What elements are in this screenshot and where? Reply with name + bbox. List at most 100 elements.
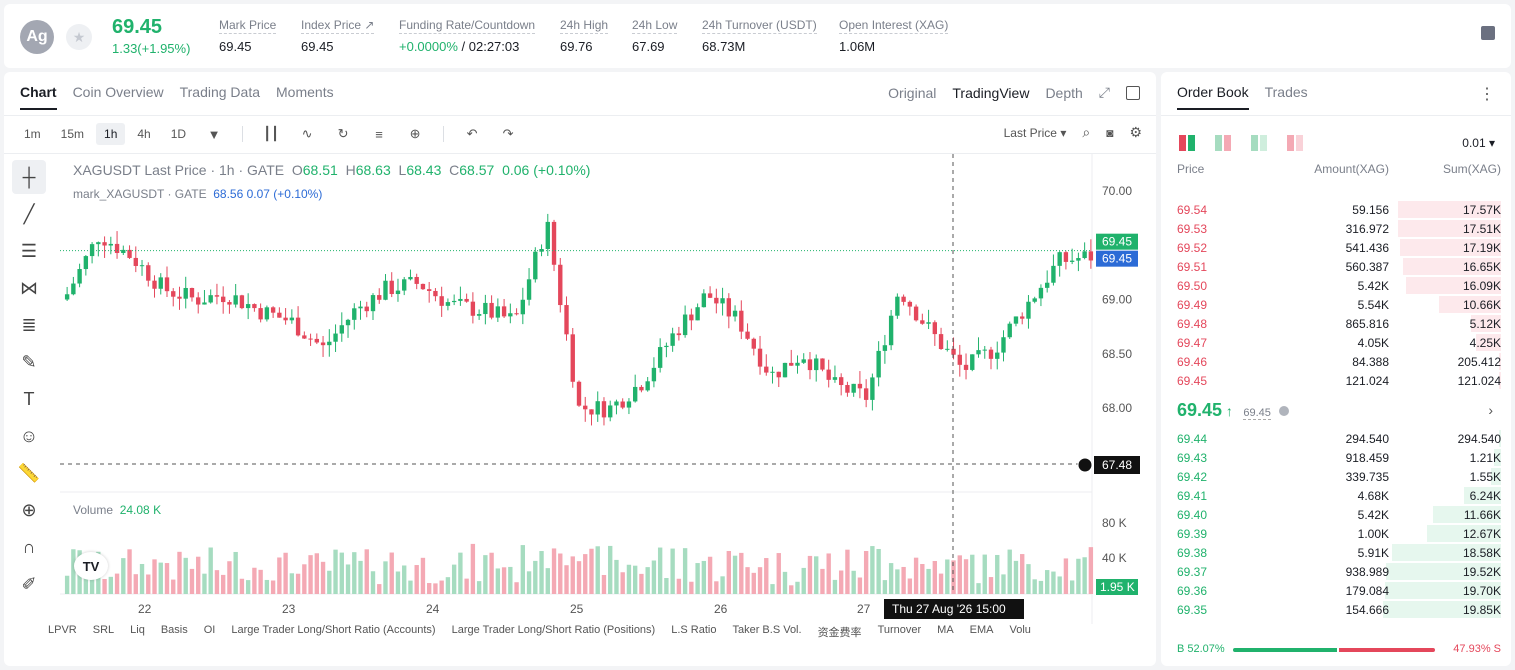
tf-15m[interactable]: 15m xyxy=(60,127,85,141)
ask-row[interactable]: 69.54 59.156 17.57K xyxy=(1177,201,1501,218)
gear-icon[interactable]: ⚙ xyxy=(1129,124,1142,140)
mode-bids-icon[interactable] xyxy=(1251,135,1267,151)
ask-row[interactable]: 69.49 5.54K 10.66K xyxy=(1177,296,1501,313)
candle-body xyxy=(570,334,575,382)
zoom-icon[interactable]: ⊕ xyxy=(21,499,37,520)
indicator-3[interactable]: Basis xyxy=(160,624,188,636)
indicator-5[interactable]: Large Trader Long/Short Ratio (Accounts) xyxy=(231,624,436,636)
tf-1m[interactable]: 1m xyxy=(24,127,41,141)
redo-icon[interactable]: ↷ xyxy=(502,126,514,141)
indicator-9[interactable]: 资金费率 xyxy=(817,627,862,639)
indicator-8[interactable]: Taker B.S Vol. xyxy=(732,624,802,636)
camera-icon[interactable]: ◙ xyxy=(1106,125,1114,140)
tab-order-book[interactable]: Order Book xyxy=(1177,84,1249,110)
stat-index-price[interactable]: Index Price ↗ 69.45 xyxy=(301,18,375,54)
indicator-4[interactable]: OI xyxy=(203,624,216,636)
candle-body xyxy=(420,283,426,290)
candle-body xyxy=(863,388,869,400)
indicator-7[interactable]: L.S Ratio xyxy=(671,624,717,636)
chevron-right-icon[interactable]: › xyxy=(1488,402,1493,418)
bid-row[interactable]: 69.40 5.42K 11.66K xyxy=(1177,506,1501,523)
indicator-13[interactable]: Volu xyxy=(1009,624,1031,636)
replay-icon[interactable]: ↻ xyxy=(337,126,349,141)
stat-mark-price[interactable]: Mark Price 69.45 xyxy=(219,18,277,54)
pattern-icon[interactable]: ⋈ xyxy=(20,277,38,298)
view-depth[interactable]: Depth xyxy=(1045,84,1083,101)
favorite-star-icon[interactable]: ★ xyxy=(66,24,92,50)
undo-icon[interactable]: ↶ xyxy=(466,126,478,141)
magnet-icon[interactable]: ∩ xyxy=(22,536,36,557)
indicator-2[interactable]: Liq xyxy=(130,624,145,636)
stat-funding-rate[interactable]: Funding Rate/Countdown +0.0000% / 02:27:… xyxy=(399,18,536,54)
volume-bar xyxy=(982,554,987,594)
ask-row[interactable]: 69.52 541.436 17.19K xyxy=(1177,239,1501,256)
price-source-select[interactable]: Last Price ▾ xyxy=(1003,125,1067,140)
candle-type-icon[interactable]: ┃┃ xyxy=(263,126,279,141)
tab-trades[interactable]: Trades xyxy=(1264,84,1308,100)
ask-row[interactable]: 69.47 4.05K 4.25K xyxy=(1177,334,1501,351)
tab-moments[interactable]: Moments xyxy=(276,84,334,100)
tab-chart[interactable]: Chart xyxy=(20,84,57,110)
chevron-down-icon[interactable]: ▼ xyxy=(207,126,221,142)
ask-row[interactable]: 69.50 5.42K 16.09K xyxy=(1177,277,1501,294)
ask-row[interactable]: 69.46 84.388 205.412 xyxy=(1177,353,1501,370)
precision-select[interactable]: 0.01 ▾ xyxy=(1462,136,1495,150)
indicator-1[interactable]: SRL xyxy=(92,624,115,636)
emoji-icon[interactable]: ☺ xyxy=(19,425,39,446)
mode-asks-icon[interactable] xyxy=(1287,135,1303,151)
ask-row[interactable]: 69.53 316.972 17.51K xyxy=(1177,220,1501,237)
window-icon[interactable] xyxy=(1126,85,1140,100)
ruler-icon[interactable]: 📏 xyxy=(17,462,41,483)
bid-row[interactable]: 69.43 918.459 1.21K xyxy=(1177,449,1501,466)
tab-coin-overview[interactable]: Coin Overview xyxy=(72,84,164,100)
bid-row[interactable]: 69.35 154.666 19.85K xyxy=(1177,601,1501,618)
bid-row[interactable]: 69.41 4.68K 6.24K xyxy=(1177,487,1501,504)
alert-add-icon[interactable]: ⊕ xyxy=(409,126,421,141)
candle-body xyxy=(245,304,251,309)
ask-row[interactable]: 69.48 865.816 5.12K xyxy=(1177,315,1501,332)
template-icon[interactable]: ≡ xyxy=(375,126,383,142)
indicators-icon[interactable]: ∿ xyxy=(301,126,313,141)
bid-row[interactable]: 69.37 938.989 19.52K xyxy=(1177,563,1501,580)
tf-4h[interactable]: 4h xyxy=(137,127,151,141)
text-icon[interactable]: T xyxy=(23,388,35,409)
indicator-11[interactable]: MA xyxy=(937,624,954,636)
bid-row[interactable]: 69.38 5.91K 18.58K xyxy=(1177,544,1501,561)
brush-icon[interactable]: ✎ xyxy=(21,351,37,372)
tf-1d[interactable]: 1D xyxy=(170,127,187,141)
crosshair-icon[interactable]: ┼ xyxy=(12,160,46,194)
ask-row[interactable]: 69.51 560.387 16.65K xyxy=(1177,258,1501,275)
more-icon[interactable]: ⋮ xyxy=(1479,86,1495,103)
mode-both-icon[interactable] xyxy=(1179,135,1195,151)
bid-row[interactable]: 69.42 339.735 1.55K xyxy=(1177,468,1501,485)
view-tradingview[interactable]: TradingView xyxy=(952,84,1030,101)
bid-row[interactable]: 69.39 1.00K 12.67K xyxy=(1177,525,1501,542)
candle-body xyxy=(164,277,170,292)
indicator-10[interactable]: Turnover xyxy=(877,624,922,636)
expand-icon[interactable]: ⤢ xyxy=(1098,84,1110,100)
volume-bar xyxy=(726,551,732,594)
trendline-icon[interactable]: ╱ xyxy=(23,203,35,224)
tf-1h[interactable]: 1h xyxy=(96,123,126,145)
fib-icon[interactable]: ≣ xyxy=(21,314,37,335)
bid-row[interactable]: 69.36 179.084 19.70K xyxy=(1177,582,1501,599)
volume-bar xyxy=(639,573,644,594)
mode-both-alt-icon[interactable] xyxy=(1215,135,1231,151)
volume-bar xyxy=(64,575,70,594)
indicator-6[interactable]: Large Trader Long/Short Ratio (Positions… xyxy=(451,624,656,636)
tab-trading-data[interactable]: Trading Data xyxy=(179,84,261,100)
horizontal-lines-icon[interactable]: ☰ xyxy=(20,240,38,261)
search-icon[interactable]: ⌕ xyxy=(1082,124,1091,140)
volume-bar xyxy=(739,552,744,594)
indicator-bar: LPVR SRL Liq Basis OI Large Trader Long/Short… xyxy=(48,624,1031,640)
ask-row[interactable]: 69.45 121.024 121.024 xyxy=(1177,372,1501,389)
indicator-12[interactable]: EMA xyxy=(969,624,994,636)
indicator-0[interactable]: LPVR xyxy=(48,624,77,636)
view-original[interactable]: Original xyxy=(888,84,937,101)
bid-row[interactable]: 69.44 294.540 294.540 xyxy=(1177,430,1501,447)
book-icon[interactable] xyxy=(1481,26,1495,40)
pencil-icon[interactable]: ✐ xyxy=(21,573,37,594)
volume-bar xyxy=(520,545,526,594)
